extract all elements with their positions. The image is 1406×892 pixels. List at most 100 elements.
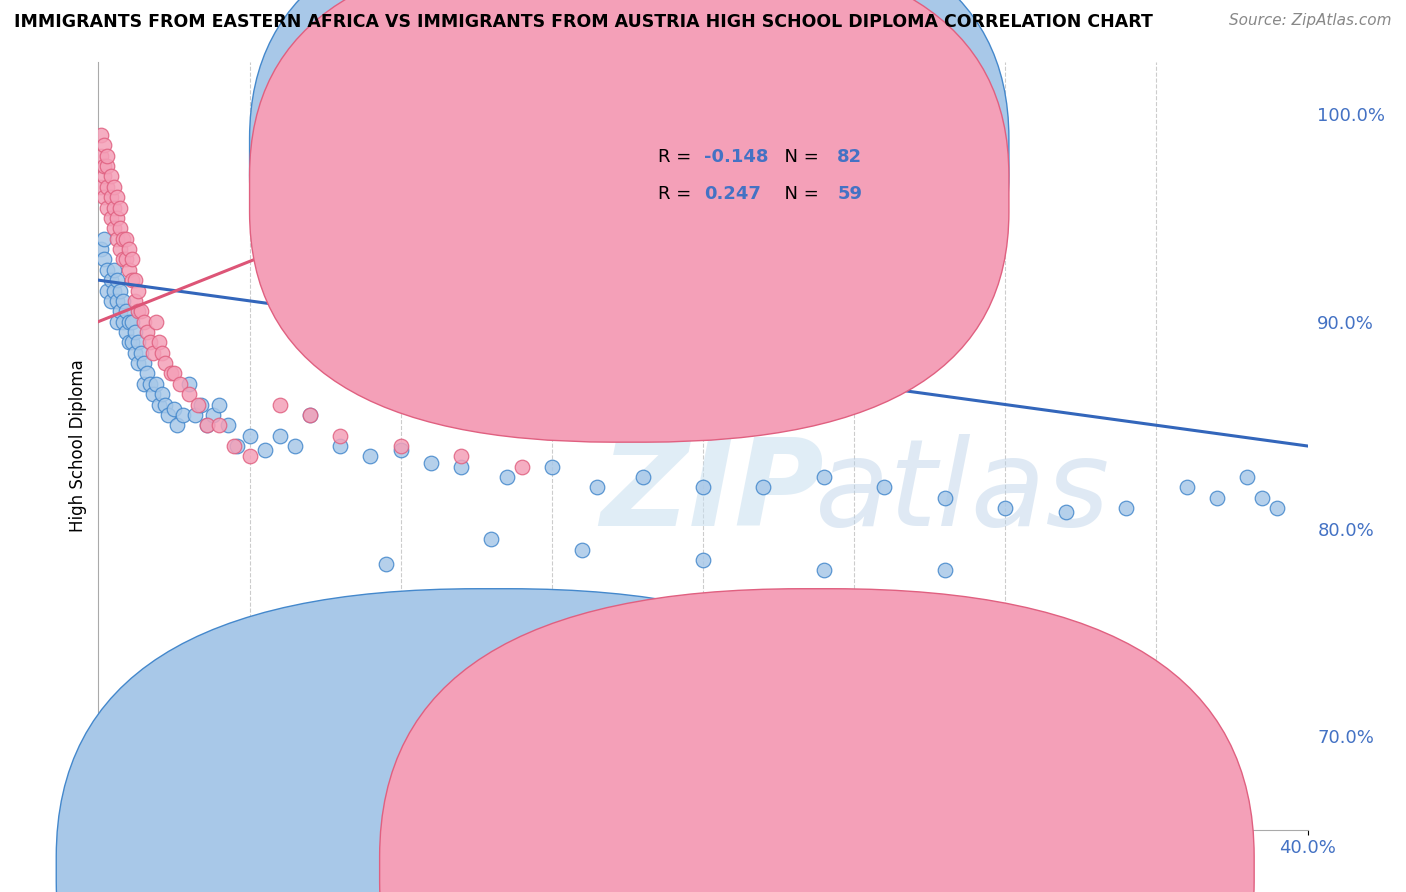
Point — [108, 242, 131, 256]
Point — [153, 356, 176, 370]
Point — [90, 128, 112, 142]
Point — [124, 325, 146, 339]
Point — [103, 201, 125, 215]
Point — [510, 459, 533, 474]
Text: R =: R = — [658, 148, 697, 166]
Point — [108, 221, 131, 235]
Text: ZIP: ZIP — [600, 434, 824, 550]
Point — [329, 428, 352, 442]
Point — [118, 315, 141, 329]
Point — [1206, 491, 1229, 505]
Point — [100, 293, 122, 308]
Point — [111, 232, 134, 246]
Point — [208, 418, 231, 433]
Point — [217, 418, 239, 433]
Point — [132, 356, 155, 370]
Point — [148, 335, 170, 350]
Point — [127, 356, 149, 370]
Point — [103, 262, 125, 277]
Point — [873, 480, 896, 494]
Point — [179, 387, 201, 401]
Point — [114, 325, 136, 339]
Point — [100, 190, 122, 204]
Point — [96, 284, 118, 298]
Point — [1236, 470, 1258, 484]
Point — [420, 456, 443, 470]
Y-axis label: High School Diploma: High School Diploma — [69, 359, 87, 533]
Point — [692, 480, 714, 494]
Point — [329, 439, 352, 453]
Point — [934, 563, 956, 577]
Point — [124, 293, 146, 308]
Point — [239, 450, 262, 464]
Point — [114, 252, 136, 267]
Text: atlas: atlas — [815, 434, 1111, 550]
Point — [135, 367, 157, 381]
Point — [752, 480, 775, 494]
Text: N =: N = — [773, 148, 825, 166]
Point — [127, 304, 149, 318]
Point — [208, 398, 231, 412]
Point — [1175, 480, 1198, 494]
Text: 82: 82 — [837, 148, 862, 166]
Point — [103, 284, 125, 298]
Text: N =: N = — [773, 185, 825, 202]
Point — [90, 242, 112, 256]
Point — [142, 387, 165, 401]
Point — [93, 190, 115, 204]
Point — [121, 273, 143, 287]
Point — [100, 273, 122, 287]
Point — [124, 273, 146, 287]
Point — [195, 418, 218, 433]
Point — [269, 428, 291, 442]
Point — [129, 345, 152, 359]
Point — [150, 345, 173, 359]
Point — [118, 335, 141, 350]
Text: Immigrants from Eastern Africa: Immigrants from Eastern Africa — [515, 860, 775, 878]
Point — [111, 252, 134, 267]
FancyBboxPatch shape — [250, 0, 1010, 405]
Point — [100, 169, 122, 184]
Point — [571, 542, 593, 557]
Point — [153, 398, 176, 412]
Point — [360, 450, 382, 464]
Text: Immigrants from Austria: Immigrants from Austria — [838, 860, 1042, 878]
Point — [90, 149, 112, 163]
Point — [195, 418, 218, 433]
Point — [114, 304, 136, 318]
Point — [284, 439, 307, 453]
Point — [994, 501, 1017, 516]
Point — [239, 428, 262, 442]
Point — [299, 408, 322, 422]
Point — [481, 533, 503, 547]
Point — [692, 553, 714, 567]
Point — [934, 491, 956, 505]
Point — [631, 470, 654, 484]
Point — [156, 408, 179, 422]
Point — [121, 315, 143, 329]
Point — [93, 138, 115, 153]
Point — [93, 232, 115, 246]
Point — [96, 201, 118, 215]
Point — [132, 315, 155, 329]
Point — [142, 345, 165, 359]
Point — [450, 459, 472, 474]
Text: IMMIGRANTS FROM EASTERN AFRICA VS IMMIGRANTS FROM AUSTRIA HIGH SCHOOL DIPLOMA CO: IMMIGRANTS FROM EASTERN AFRICA VS IMMIGR… — [14, 13, 1153, 31]
Point — [108, 284, 131, 298]
Text: 59: 59 — [837, 185, 862, 202]
Point — [105, 315, 128, 329]
Point — [269, 398, 291, 412]
Point — [100, 211, 122, 225]
Text: -0.148: -0.148 — [704, 148, 769, 166]
Point — [105, 293, 128, 308]
Point — [163, 401, 186, 416]
Point — [90, 179, 112, 194]
Point — [96, 179, 118, 194]
Point — [127, 284, 149, 298]
Point — [111, 293, 134, 308]
Point — [374, 557, 396, 571]
Point — [129, 304, 152, 318]
Point — [150, 387, 173, 401]
Point — [114, 232, 136, 246]
Point — [103, 221, 125, 235]
